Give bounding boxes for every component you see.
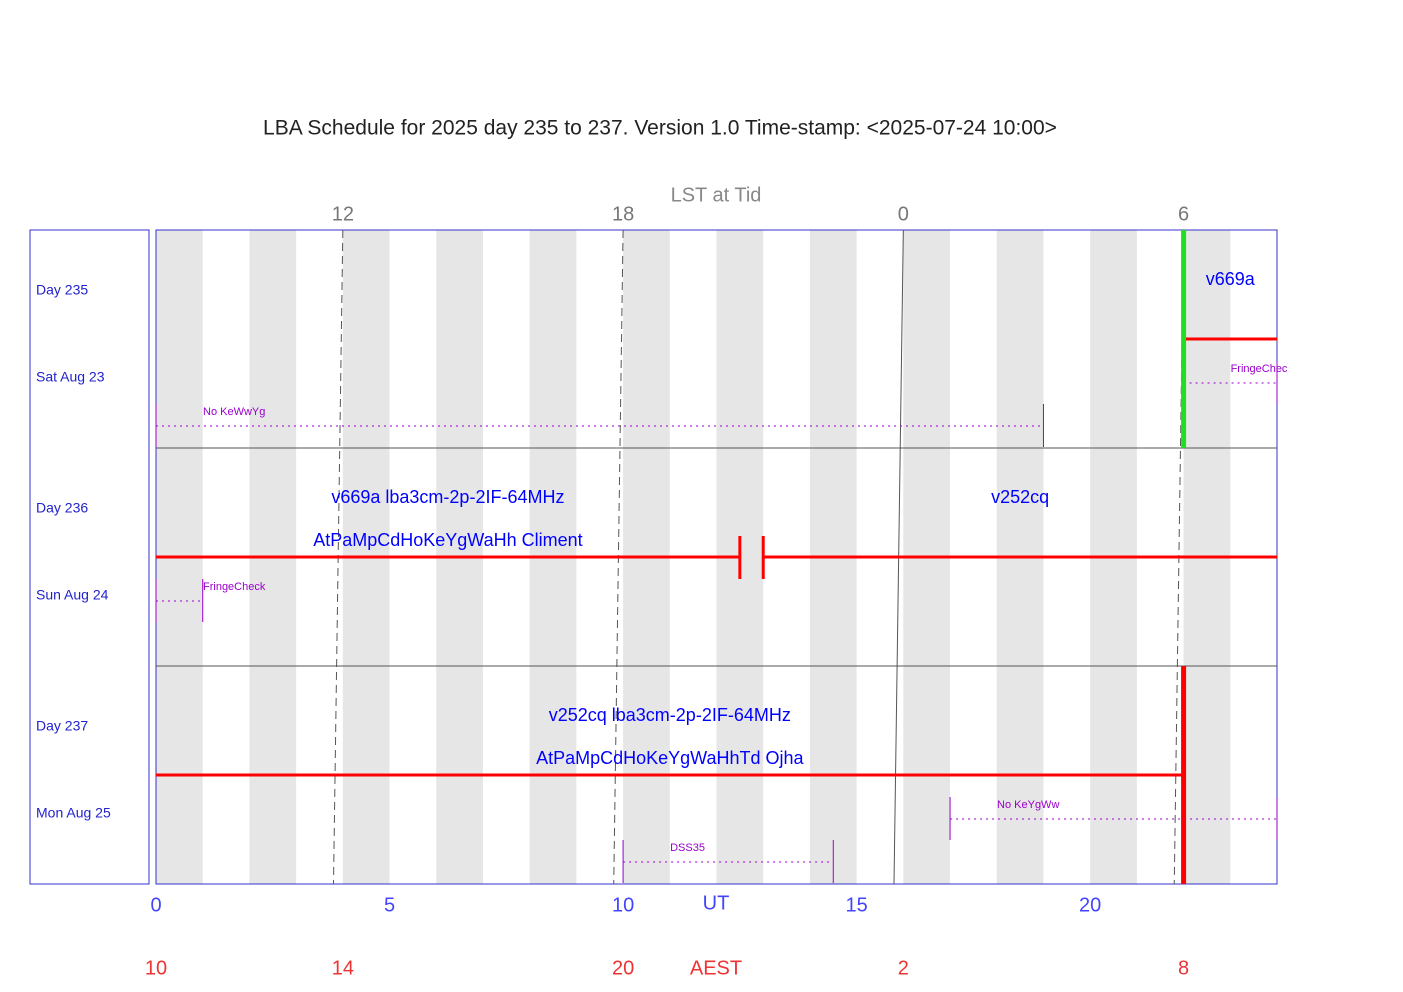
- lst-tick-label: 18: [612, 203, 634, 225]
- aest-tick-label: 2: [898, 957, 909, 979]
- date-label: Sun Aug 24: [36, 587, 109, 603]
- test-label: No KeYgWw: [997, 799, 1059, 811]
- date-label: Mon Aug 25: [36, 805, 111, 821]
- test-label: FringeChec: [1231, 363, 1288, 375]
- session-label: v252cq lba3cm-2p-2IF-64MHz: [549, 705, 791, 725]
- aest-tick-label: 8: [1178, 957, 1189, 979]
- aest-tick-label: 10: [145, 957, 167, 979]
- aest-label: AEST: [690, 957, 742, 979]
- session-label: AtPaMpCdHoKeYgWaHh Climent: [313, 530, 582, 550]
- test-label: No KeWwYg: [203, 406, 265, 418]
- session-label: AtPaMpCdHoKeYgWaHhTd Ojha: [536, 748, 804, 768]
- ut-tick-label: 15: [846, 894, 868, 916]
- day-label: Day 235: [36, 282, 88, 298]
- test-label: FringeCheck: [203, 581, 266, 593]
- test-label: DSS35: [670, 842, 705, 854]
- lst-tick-label: 0: [898, 203, 909, 225]
- lst-tick-label: 12: [332, 203, 354, 225]
- day-label: Day 237: [36, 718, 88, 734]
- session-label: v252cq: [991, 487, 1049, 507]
- day-label: Day 236: [36, 500, 88, 516]
- session-label: v669a lba3cm-2p-2IF-64MHz: [331, 487, 564, 507]
- lst-label: LST at Tid: [671, 184, 762, 206]
- ut-label: UT: [703, 892, 730, 914]
- ut-tick-label: 20: [1079, 894, 1101, 916]
- date-label: Sat Aug 23: [36, 369, 105, 385]
- chart-title: LBA Schedule for 2025 day 235 to 237. Ve…: [263, 117, 1057, 140]
- day-panel: [29, 229, 150, 885]
- ut-tick-label: 0: [150, 894, 161, 916]
- session-label: v669a: [1206, 269, 1256, 289]
- lst-tick-label: 6: [1178, 203, 1189, 225]
- ut-tick-label: 10: [612, 894, 634, 916]
- ut-tick-label: 5: [384, 894, 395, 916]
- aest-tick-label: 14: [332, 957, 354, 979]
- aest-tick-label: 20: [612, 957, 634, 979]
